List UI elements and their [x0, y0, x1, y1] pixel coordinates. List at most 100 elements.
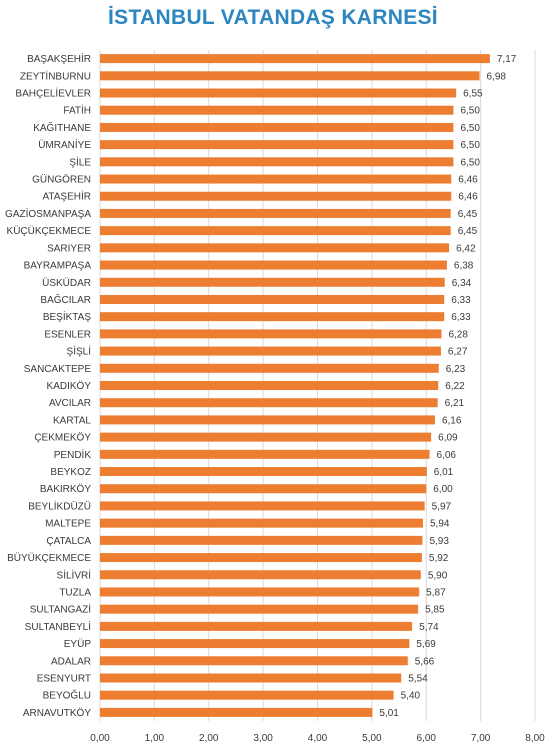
category-label-13: ÜSKÜDAR — [42, 277, 91, 289]
bar-21 — [100, 415, 435, 425]
bar-5 — [100, 140, 454, 150]
bar-29 — [100, 553, 422, 563]
value-label-15: 6,33 — [451, 312, 471, 323]
category-label-10: KÜÇÜKÇEKMECE — [7, 225, 92, 237]
x-tick-label-8: 8,00 — [525, 733, 545, 744]
category-label-18: SANCAKTEPE — [24, 364, 92, 375]
value-label-36: 5,54 — [408, 673, 428, 684]
value-label-20: 6,21 — [445, 398, 465, 409]
category-label-28: ÇATALCA — [46, 536, 91, 547]
value-label-31: 5,87 — [426, 587, 446, 598]
bar-7 — [100, 174, 452, 184]
x-tick-label-2: 2,00 — [199, 733, 219, 744]
category-label-33: SULTANBEYLİ — [25, 620, 91, 633]
category-label-5: ÜMRANİYE — [38, 138, 91, 151]
bar-9 — [100, 208, 451, 218]
bar-12 — [100, 260, 447, 270]
category-label-3: FATİH — [63, 104, 91, 117]
bar-11 — [100, 243, 450, 253]
category-label-12: BAYRAMPAŞA — [24, 261, 92, 272]
category-label-35: ADALAR — [51, 656, 91, 667]
category-label-27: MALTEPE — [45, 519, 91, 530]
x-tick-label-5: 5,00 — [362, 733, 382, 744]
category-label-32: SULTANGAZİ — [30, 603, 91, 616]
category-label-22: ÇEKMEKÖY — [34, 432, 91, 444]
chart-title: İSTANBUL VATANDAŞ KARNESİ — [108, 6, 438, 29]
bar-31 — [100, 587, 420, 597]
category-label-36: ESENYURT — [37, 673, 91, 684]
category-label-19: KADIKÖY — [47, 380, 92, 392]
value-label-13: 6,34 — [452, 278, 472, 289]
bar-33 — [100, 621, 413, 631]
category-label-2: BAHÇELİEVLER — [15, 87, 91, 100]
value-label-26: 5,97 — [432, 501, 452, 512]
category-label-30: SİLİVRİ — [57, 568, 91, 581]
value-label-28: 5,93 — [429, 536, 449, 547]
category-label-7: GÜNGÖREN — [32, 174, 91, 186]
x-tick-label-7: 7,00 — [471, 733, 491, 744]
category-label-17: ŞİŞLİ — [67, 345, 91, 358]
value-label-12: 6,38 — [454, 261, 474, 272]
value-label-37: 5,40 — [401, 691, 421, 702]
category-label-9: GAZİOSMANPAŞA — [5, 207, 91, 220]
value-label-17: 6,27 — [448, 347, 468, 358]
value-label-30: 5,90 — [428, 570, 448, 581]
bar-2 — [100, 88, 457, 98]
value-label-33: 5,74 — [419, 622, 439, 633]
value-label-8: 6,46 — [458, 192, 478, 203]
x-tick-label-6: 6,00 — [417, 733, 437, 744]
x-tick-label-3: 3,00 — [253, 733, 273, 744]
bar-1 — [100, 71, 480, 81]
value-label-32: 5,85 — [425, 605, 445, 616]
bar-8 — [100, 191, 452, 201]
category-label-15: BEŞİKTAŞ — [43, 310, 91, 323]
category-label-8: ATAŞEHİR — [42, 190, 91, 203]
bar-15 — [100, 312, 445, 322]
value-label-11: 6,42 — [456, 243, 476, 254]
category-label-23: PENDİK — [54, 448, 92, 461]
bar-34 — [100, 639, 410, 649]
value-label-23: 6,06 — [437, 450, 457, 461]
bar-36 — [100, 673, 402, 683]
bar-37 — [100, 690, 394, 700]
value-label-7: 6,46 — [458, 175, 478, 186]
value-label-0: 7,17 — [497, 54, 517, 65]
bar-0 — [100, 54, 490, 64]
value-label-1: 6,98 — [487, 71, 507, 82]
bar-3 — [100, 105, 454, 115]
bar-14 — [100, 294, 445, 304]
value-label-3: 6,50 — [460, 106, 480, 117]
category-label-38: ARNAVUTKÖY — [23, 707, 91, 719]
bar-23 — [100, 449, 430, 459]
bar-27 — [100, 518, 423, 528]
value-label-38: 5,01 — [379, 708, 399, 719]
category-label-21: KARTAL — [53, 415, 91, 426]
value-label-19: 6,22 — [445, 381, 465, 392]
category-label-14: BAĞCILAR — [40, 293, 91, 306]
bar-6 — [100, 157, 454, 167]
category-label-37: BEYOĞLU — [43, 689, 91, 702]
bar-16 — [100, 329, 442, 339]
value-label-27: 5,94 — [430, 519, 450, 530]
category-label-0: BAŞAKŞEHİR — [27, 52, 91, 65]
category-label-26: BEYLİKDÜZÜ — [28, 499, 91, 512]
bar-32 — [100, 604, 419, 614]
value-label-18: 6,23 — [446, 364, 466, 375]
bar-28 — [100, 535, 423, 545]
bar-24 — [100, 467, 427, 477]
x-tick-label-0: 0,00 — [90, 733, 110, 744]
bar-30 — [100, 570, 421, 580]
value-label-4: 6,50 — [460, 123, 480, 134]
category-label-31: TUZLA — [59, 587, 91, 598]
bar-13 — [100, 277, 445, 287]
bar-35 — [100, 656, 408, 666]
value-label-22: 6,09 — [438, 433, 458, 444]
value-label-21: 6,16 — [442, 415, 462, 426]
category-label-11: SARIYER — [47, 243, 91, 254]
value-label-10: 6,45 — [458, 226, 478, 237]
category-label-16: ESENLER — [44, 329, 91, 340]
bar-20 — [100, 398, 438, 408]
category-label-24: BEYKOZ — [50, 467, 91, 478]
category-label-34: EYÜP — [64, 638, 92, 650]
